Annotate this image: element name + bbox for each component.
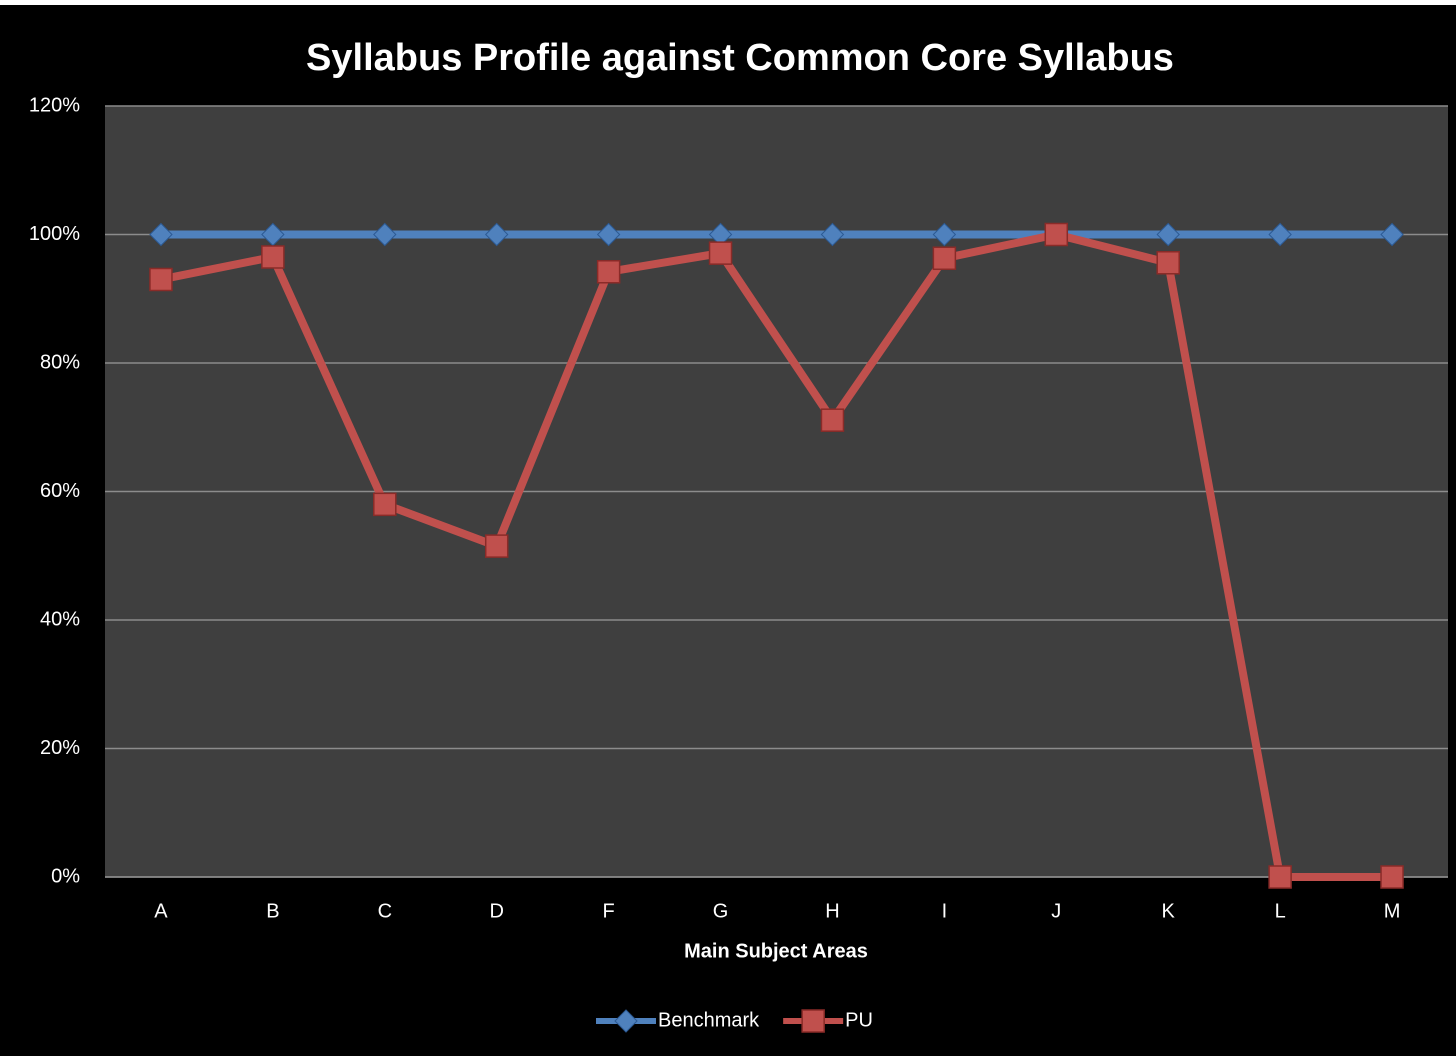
x-tick-label: H (825, 900, 839, 922)
data-point (596, 222, 621, 247)
legend-swatch-marker (801, 1009, 825, 1033)
data-point (149, 222, 173, 247)
data-point (1156, 222, 1180, 247)
y-tick-label: 80% (40, 351, 80, 373)
x-tick-label: B (266, 900, 279, 922)
x-tick-label: C (378, 900, 392, 922)
x-tick-label: J (1051, 900, 1061, 922)
data-point (1380, 865, 1404, 889)
data-point (820, 408, 845, 432)
x-tick-label: K (1162, 900, 1176, 922)
y-tick-label: 120% (29, 94, 80, 116)
x-tick-label: F (603, 900, 615, 922)
x-tick-label: L (1275, 900, 1286, 922)
top-border (0, 0, 1456, 5)
x-tick-label: G (713, 900, 729, 922)
x-axis-title: Main Subject Areas (684, 940, 868, 962)
data-point (596, 260, 621, 284)
x-tick-label: D (489, 900, 503, 922)
data-point (261, 245, 285, 269)
data-point (373, 492, 397, 517)
legend-label: Benchmark (658, 1009, 760, 1031)
data-point (932, 246, 957, 271)
y-tick-label: 40% (40, 608, 80, 630)
data-point (1380, 222, 1404, 247)
chart-title: Syllabus Profile against Common Core Syl… (306, 37, 1174, 79)
data-point (485, 222, 509, 247)
data-point (820, 222, 845, 247)
y-tick-label: 20% (40, 737, 80, 759)
data-point (373, 222, 397, 247)
y-tick-label: 100% (29, 223, 80, 245)
data-point (1156, 251, 1180, 275)
data-point (932, 222, 957, 247)
data-point (1268, 865, 1292, 889)
data-point (149, 267, 173, 292)
data-point (1044, 222, 1069, 247)
y-tick-label: 0% (51, 865, 80, 887)
x-tick-label: M (1384, 900, 1401, 922)
y-tick-label: 60% (40, 480, 80, 502)
x-tick-label: I (942, 900, 948, 922)
data-point (1268, 222, 1292, 247)
x-tick-label: A (154, 900, 168, 922)
data-point (708, 241, 733, 265)
legend-swatch-marker (614, 1009, 638, 1033)
series-line (160, 230, 1393, 881)
legend-label: PU (845, 1009, 873, 1031)
data-point (484, 534, 509, 558)
